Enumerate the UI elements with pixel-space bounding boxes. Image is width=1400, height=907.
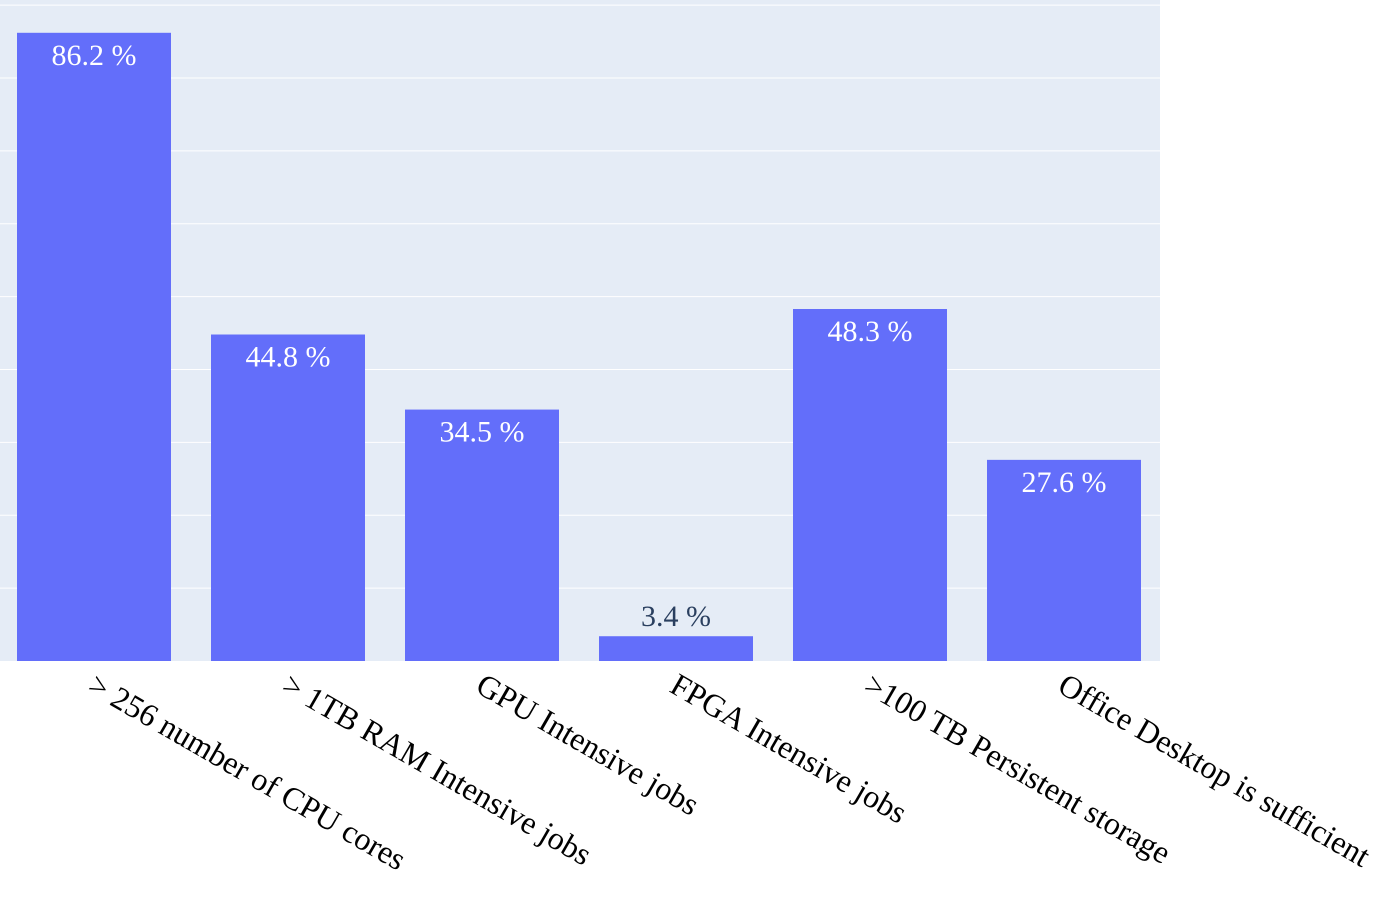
- x-tick-label: > 1TB RAM Intensive jobs: [277, 666, 599, 872]
- bar-value-label: 3.4 %: [641, 600, 711, 633]
- bar: [599, 636, 753, 661]
- plot-background: [0, 0, 1160, 661]
- bar: [987, 459, 1141, 661]
- x-tick-labels: > 256 number of CPU cores> 1TB RAM Inten…: [83, 666, 1377, 877]
- bar: [17, 32, 171, 662]
- bar-value-label: 34.5 %: [440, 416, 525, 449]
- data-labels: 86.2 % 44.8 % 34.5 % 3.4 % 48.3 % 27.6 %: [52, 39, 1107, 633]
- bar-value-label: 48.3 %: [828, 315, 913, 348]
- x-tick-label: > 256 number of CPU cores: [83, 666, 413, 877]
- bar-value-label: 86.2 %: [52, 39, 137, 72]
- gridlines: [0, 4, 1160, 589]
- bars: [17, 32, 1141, 662]
- bar: [405, 409, 559, 661]
- x-tick-label: Office Desktop is sufficient: [1053, 666, 1377, 874]
- bar: [793, 309, 947, 661]
- bar-value-label: 44.8 %: [246, 341, 331, 374]
- x-tick-label: >100 TB Persistent storage: [859, 666, 1178, 871]
- bar-value-label: 27.6 %: [1022, 466, 1107, 499]
- bar: [211, 334, 365, 661]
